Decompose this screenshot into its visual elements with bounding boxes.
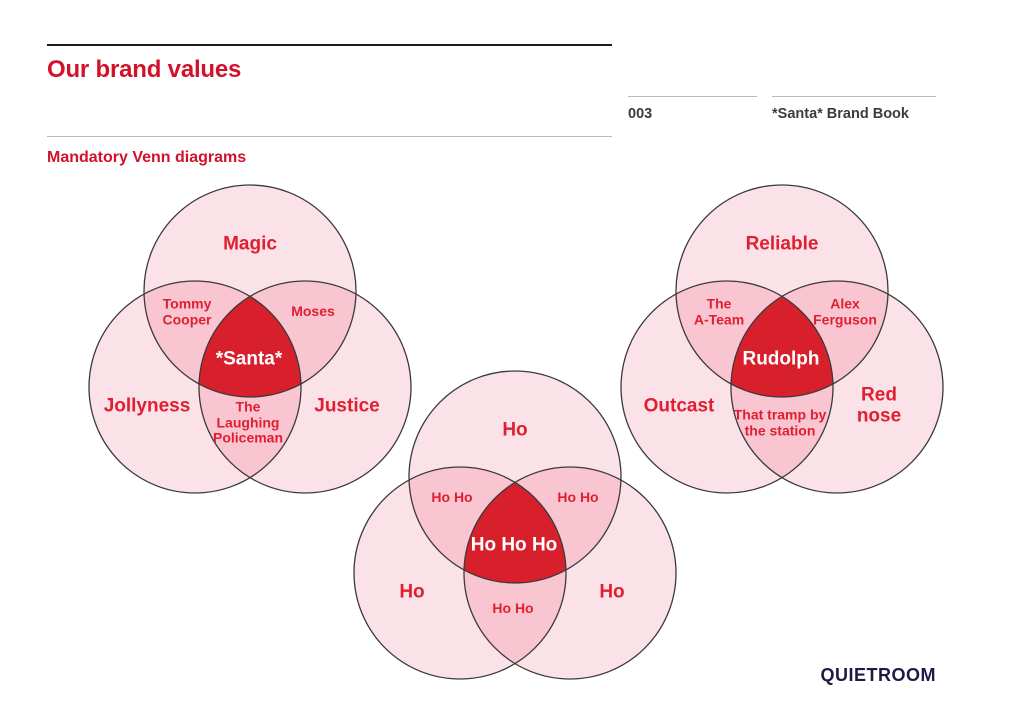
venn-diagram-rudolph: Reliable The A-Team Alex Ferguson Rudolp… bbox=[617, 181, 947, 511]
venn-center-label: Ho Ho Ho bbox=[470, 534, 558, 556]
quietroom-logo: QUIETROOM bbox=[820, 665, 936, 685]
venn-overlap-label-top-left: The A-Team bbox=[693, 295, 745, 327]
page-number: 003 bbox=[628, 106, 653, 122]
venn-set-label-top: Ho bbox=[502, 419, 528, 441]
venn-center-label: *Santa* bbox=[215, 348, 283, 370]
venn-overlap-label-top-right: Moses bbox=[291, 303, 335, 320]
venn-set-label-top: Magic bbox=[223, 233, 277, 255]
venn-set-label-bottom-right: Red nose bbox=[856, 384, 902, 427]
venn-set-label-top: Reliable bbox=[745, 233, 819, 255]
venn-overlap-label-bottom: The Laughing Policeman bbox=[212, 398, 284, 446]
venn-set-label-bottom-left: Jollyness bbox=[103, 395, 191, 417]
document-title: *Santa* Brand Book bbox=[772, 106, 909, 122]
venn-overlap-label-top-right: Ho Ho bbox=[557, 489, 599, 506]
venn-diagram-santa: Magic Tommy Cooper Moses *Santa* Jollyne… bbox=[85, 181, 415, 511]
document-title-block: *Santa* Brand Book bbox=[772, 96, 936, 122]
venn-overlap-label-top-left: Ho Ho bbox=[431, 489, 473, 506]
venn-diagram-ho: Ho Ho Ho Ho Ho Ho Ho Ho Ho Ho Ho Ho bbox=[350, 367, 680, 697]
venn-set-label-bottom-left: Ho bbox=[399, 581, 425, 603]
header-top-rule bbox=[47, 44, 612, 46]
venn-set-label-bottom-right: Ho bbox=[599, 581, 625, 603]
venn-circles-graphic bbox=[620, 184, 944, 494]
page-title: Our brand values bbox=[47, 56, 242, 83]
venn-overlap-label-bottom: That tramp by the station bbox=[733, 406, 827, 438]
section-subtitle: Mandatory Venn diagrams bbox=[47, 149, 247, 166]
venn-set-label-bottom-left: Outcast bbox=[643, 395, 715, 417]
venn-overlap-label-bottom: Ho Ho bbox=[492, 600, 534, 617]
venn-center-label: Rudolph bbox=[742, 348, 820, 370]
venn-overlap-label-top-left: Tommy Cooper bbox=[162, 295, 212, 327]
venn-set-label-bottom-right: Justice bbox=[314, 395, 380, 417]
page-number-rule bbox=[628, 96, 757, 97]
venn-overlap-label-top-right: Alex Ferguson bbox=[813, 295, 877, 327]
header-divider-rule bbox=[47, 136, 612, 137]
page-number-block: 003 bbox=[628, 96, 757, 122]
document-title-rule bbox=[772, 96, 936, 97]
venn-circles-graphic bbox=[353, 370, 677, 680]
venn-circles-graphic bbox=[88, 184, 412, 494]
